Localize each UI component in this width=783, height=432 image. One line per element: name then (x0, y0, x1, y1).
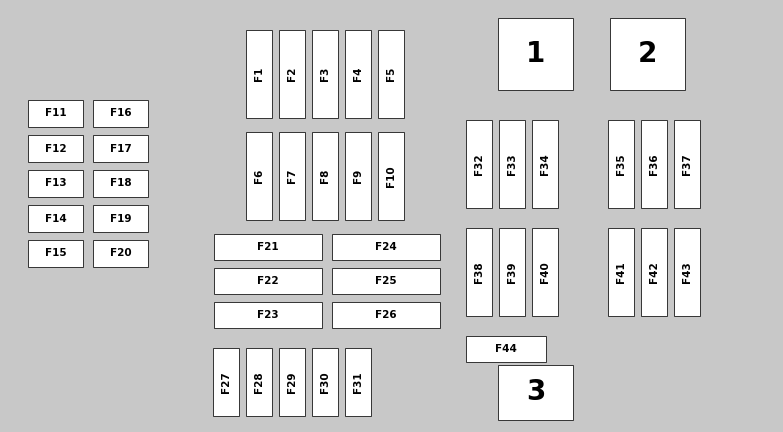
Text: F35: F35 (616, 153, 626, 175)
Text: F26: F26 (375, 310, 397, 320)
Text: 1: 1 (526, 40, 545, 68)
FancyBboxPatch shape (214, 268, 322, 294)
FancyBboxPatch shape (674, 120, 700, 208)
Text: F33: F33 (507, 153, 517, 175)
Text: F14: F14 (45, 213, 67, 223)
Text: F30: F30 (320, 371, 330, 393)
FancyBboxPatch shape (345, 30, 371, 118)
FancyBboxPatch shape (499, 228, 525, 316)
FancyBboxPatch shape (466, 228, 492, 316)
Text: F3: F3 (320, 67, 330, 81)
FancyBboxPatch shape (214, 234, 322, 260)
Text: F25: F25 (375, 276, 397, 286)
FancyBboxPatch shape (28, 135, 83, 162)
Text: F17: F17 (110, 143, 132, 153)
Text: F32: F32 (474, 153, 484, 175)
Text: F39: F39 (507, 261, 517, 283)
FancyBboxPatch shape (332, 302, 440, 328)
Text: F21: F21 (257, 242, 279, 252)
FancyBboxPatch shape (498, 18, 573, 90)
FancyBboxPatch shape (246, 348, 272, 416)
Text: F8: F8 (320, 169, 330, 183)
Text: F40: F40 (540, 261, 550, 283)
FancyBboxPatch shape (279, 132, 305, 220)
FancyBboxPatch shape (246, 30, 272, 118)
Text: F11: F11 (45, 108, 67, 118)
FancyBboxPatch shape (93, 100, 148, 127)
Text: F2: F2 (287, 67, 297, 81)
Text: 2: 2 (638, 40, 657, 68)
FancyBboxPatch shape (213, 348, 239, 416)
FancyBboxPatch shape (246, 132, 272, 220)
Text: F13: F13 (45, 178, 67, 188)
Text: F34: F34 (540, 153, 550, 175)
Text: F31: F31 (353, 371, 363, 393)
Text: F5: F5 (386, 67, 396, 81)
FancyBboxPatch shape (93, 240, 148, 267)
FancyBboxPatch shape (641, 120, 667, 208)
Text: F9: F9 (353, 169, 363, 183)
Text: F16: F16 (110, 108, 132, 118)
Text: F38: F38 (474, 261, 484, 283)
Text: F19: F19 (110, 213, 132, 223)
FancyBboxPatch shape (378, 132, 404, 220)
Text: F29: F29 (287, 371, 297, 393)
FancyBboxPatch shape (608, 120, 634, 208)
FancyBboxPatch shape (641, 228, 667, 316)
Text: F10: F10 (386, 165, 396, 187)
FancyBboxPatch shape (93, 205, 148, 232)
Text: F20: F20 (110, 248, 132, 258)
Text: F12: F12 (45, 143, 67, 153)
Text: F15: F15 (45, 248, 67, 258)
Text: F37: F37 (682, 153, 692, 175)
Text: F28: F28 (254, 371, 264, 393)
FancyBboxPatch shape (214, 302, 322, 328)
FancyBboxPatch shape (93, 170, 148, 197)
Text: F23: F23 (257, 310, 279, 320)
FancyBboxPatch shape (610, 18, 685, 90)
Text: F1: F1 (254, 67, 264, 81)
FancyBboxPatch shape (28, 240, 83, 267)
FancyBboxPatch shape (378, 30, 404, 118)
FancyBboxPatch shape (345, 348, 371, 416)
FancyBboxPatch shape (28, 170, 83, 197)
Text: F44: F44 (495, 344, 517, 354)
Text: 3: 3 (526, 378, 545, 407)
FancyBboxPatch shape (466, 336, 546, 362)
Text: F18: F18 (110, 178, 132, 188)
Text: F6: F6 (254, 169, 264, 183)
Text: F43: F43 (682, 261, 692, 283)
FancyBboxPatch shape (532, 228, 558, 316)
FancyBboxPatch shape (279, 30, 305, 118)
FancyBboxPatch shape (466, 120, 492, 208)
FancyBboxPatch shape (312, 30, 338, 118)
FancyBboxPatch shape (532, 120, 558, 208)
FancyBboxPatch shape (498, 365, 573, 420)
FancyBboxPatch shape (332, 268, 440, 294)
FancyBboxPatch shape (332, 234, 440, 260)
Text: F36: F36 (649, 153, 659, 175)
FancyBboxPatch shape (345, 132, 371, 220)
Text: F42: F42 (649, 261, 659, 283)
FancyBboxPatch shape (28, 205, 83, 232)
FancyBboxPatch shape (28, 100, 83, 127)
Text: F27: F27 (221, 371, 231, 393)
Text: F22: F22 (257, 276, 279, 286)
FancyBboxPatch shape (674, 228, 700, 316)
Text: F41: F41 (616, 261, 626, 283)
FancyBboxPatch shape (93, 135, 148, 162)
FancyBboxPatch shape (312, 348, 338, 416)
Text: F7: F7 (287, 169, 297, 183)
FancyBboxPatch shape (279, 348, 305, 416)
Text: F24: F24 (375, 242, 397, 252)
FancyBboxPatch shape (608, 228, 634, 316)
Text: F4: F4 (353, 67, 363, 81)
FancyBboxPatch shape (499, 120, 525, 208)
FancyBboxPatch shape (312, 132, 338, 220)
